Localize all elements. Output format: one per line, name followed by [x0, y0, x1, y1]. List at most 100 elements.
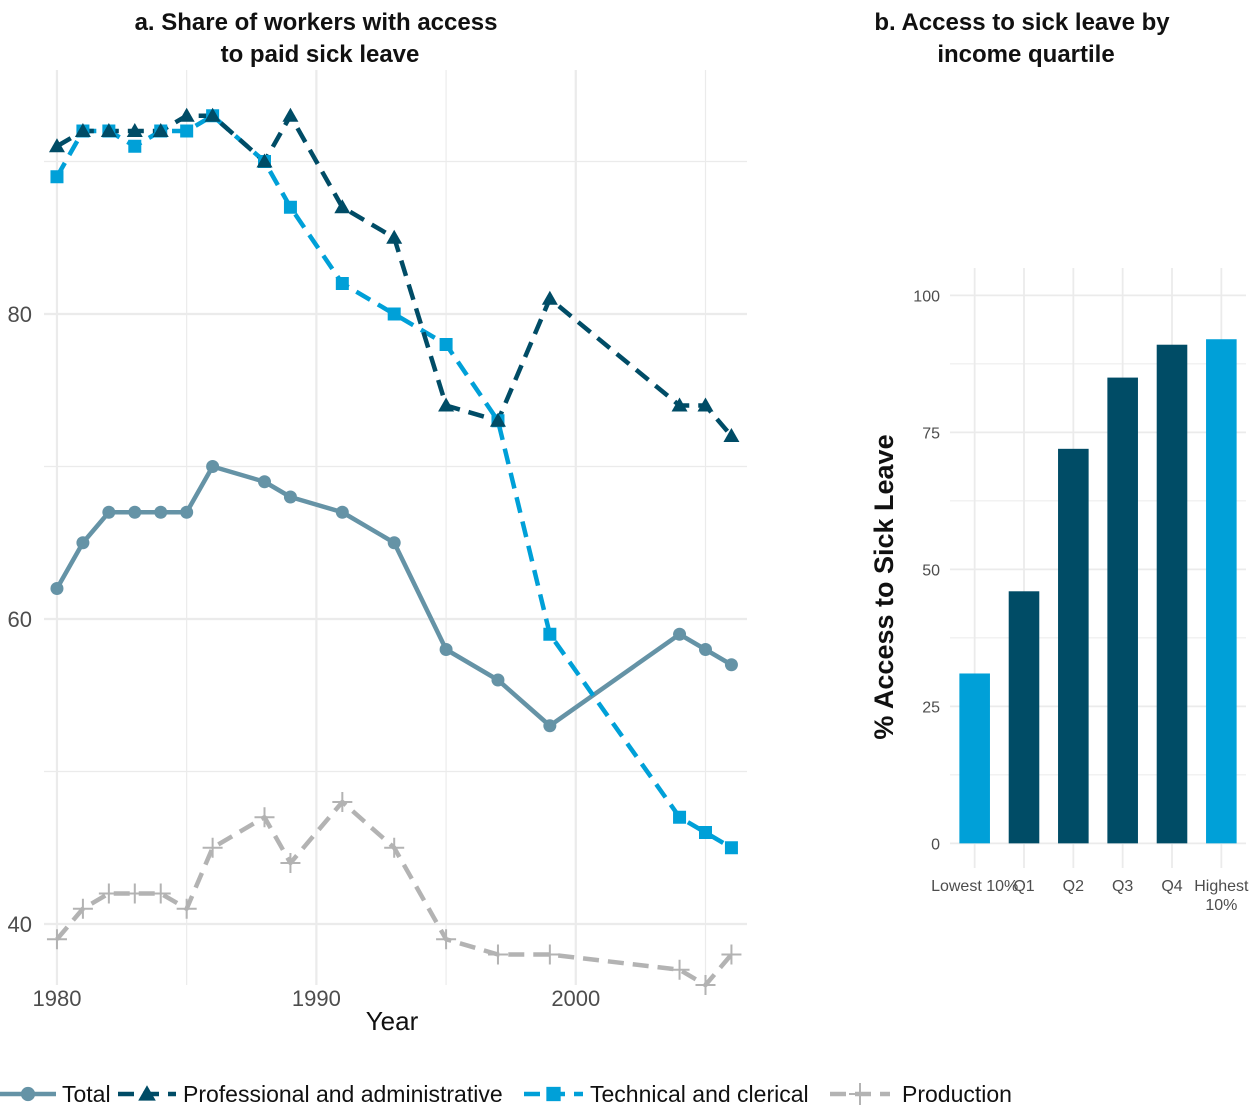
y-tick-label: 0 [931, 836, 940, 853]
data-point-total [698, 643, 712, 656]
legend-key-marker-technical [546, 1086, 561, 1102]
data-point-production [124, 883, 145, 904]
data-point-professional [723, 428, 740, 442]
data-point-professional [126, 123, 143, 137]
series-line-total [55, 464, 733, 728]
data-point-total [543, 719, 557, 733]
bar [1058, 448, 1089, 844]
data-point-technical [439, 338, 453, 351]
data-point-production [695, 975, 716, 995]
x-tick-label: Highest 10% [1194, 878, 1249, 914]
panel-b-y-axis-title: % Access to Sick Leave [869, 434, 899, 739]
x-tick-label-line: Q4 [1161, 878, 1182, 895]
series-line-technical [55, 113, 733, 850]
panel-b-title-line-2: income quartile [937, 41, 1114, 68]
data-point-professional [256, 153, 273, 168]
legend-item-total: Total [0, 1081, 111, 1107]
data-point-total [335, 505, 349, 519]
data-point-professional [152, 123, 169, 137]
y-tick-label: 50 [922, 562, 940, 579]
x-tick-label: Q1 [1013, 878, 1034, 895]
panel-a-title-line-2: to paid sick leave [221, 41, 420, 68]
panel-a-tick-labels: 1980 1990 2000 40 60 80 [8, 302, 601, 1011]
data-point-production [176, 898, 197, 919]
data-point-professional [438, 397, 455, 412]
data-point-technical [283, 200, 297, 214]
series-markers-production [46, 792, 742, 995]
legend-key-marker-total [20, 1086, 36, 1102]
panel-b-bars [959, 339, 1237, 844]
data-point-technical [180, 124, 194, 138]
legend-item-production: Production [830, 1081, 1012, 1107]
x-tick-label: 2000 [551, 986, 600, 1011]
data-point-professional [178, 107, 195, 122]
bar [1008, 591, 1040, 844]
data-point-technical [128, 139, 142, 153]
series-markers-professional [48, 107, 740, 442]
data-point-professional [697, 397, 714, 412]
data-point-production [98, 883, 119, 904]
data-point-total [50, 582, 64, 595]
data-point-production [669, 959, 690, 980]
data-point-professional [541, 290, 558, 305]
data-point-production [46, 929, 67, 950]
x-tick-label: 1990 [292, 986, 341, 1011]
data-point-professional [671, 397, 688, 412]
data-point-technical [50, 170, 64, 184]
panel-b-title-line-1: b. Access to sick leave by [874, 9, 1170, 36]
y-tick-label: 100 [913, 288, 940, 305]
data-point-technical [387, 307, 401, 321]
y-tick-label: 40 [8, 912, 32, 937]
panel-b-bar-chart: 0 25 50 75 100 Lowest 10%Q1 Q2 Q3 Q4 Highest 10% b… [869, 9, 1249, 914]
legend-label-technical: Technical and clerical [590, 1081, 809, 1107]
data-point-production [254, 807, 275, 828]
y-tick-label: 75 [922, 425, 940, 442]
bar [1156, 344, 1188, 844]
data-point-total [673, 627, 687, 641]
x-tick-label-line: Q1 [1013, 878, 1034, 895]
data-point-technical [335, 277, 349, 290]
data-point-production [721, 944, 742, 965]
legend-key-marker-production [849, 1083, 871, 1105]
y-tick-label: 80 [8, 302, 32, 327]
data-point-total [387, 536, 401, 550]
data-point-production [280, 853, 301, 873]
data-point-total [206, 460, 220, 473]
series-line-professional [55, 113, 734, 438]
data-point-total [724, 658, 738, 672]
data-point-production [384, 837, 405, 858]
x-tick-label-line: 10% [1205, 897, 1237, 914]
legend-label-professional: Professional and administrative [183, 1081, 503, 1107]
data-point-total [180, 505, 194, 519]
legend-label-production: Production [902, 1081, 1012, 1107]
data-point-technical [698, 826, 712, 839]
data-point-professional [204, 107, 221, 122]
data-point-technical [673, 810, 687, 824]
x-tick-label: Q4 [1161, 878, 1182, 895]
x-tick-label: Q3 [1112, 878, 1133, 895]
data-point-professional [74, 123, 91, 137]
data-point-technical [543, 627, 557, 641]
y-tick-label: 60 [8, 607, 32, 632]
data-point-production [487, 944, 508, 965]
data-point-production [202, 837, 223, 858]
data-point-production [150, 883, 171, 904]
bar [1206, 339, 1237, 844]
data-point-professional [48, 138, 65, 153]
x-tick-label-line: Highest [1194, 878, 1249, 895]
x-tick-label-line: Lowest 10% [931, 878, 1018, 895]
x-tick-label-line: Q2 [1063, 878, 1084, 895]
data-point-professional [386, 229, 403, 244]
data-point-production [539, 944, 560, 965]
data-point-total [128, 505, 142, 519]
panel-b-tick-labels: 0 25 50 75 100 Lowest 10%Q1 Q2 Q3 Q4 Highest 10% [913, 288, 1249, 914]
panel-a-title-line-1: a. Share of workers with access [135, 9, 498, 36]
legend: Total Professional and administrative Tech… [0, 1081, 1012, 1107]
data-point-production [332, 792, 353, 812]
panel-a-series-markers [46, 107, 742, 995]
legend-label-total: Total [62, 1081, 111, 1107]
y-tick-label: 25 [922, 699, 940, 716]
series-markers-technical [50, 109, 738, 855]
panel-a-line-chart: 1980 1990 2000 40 60 80 a. Share of workers w… [8, 9, 747, 1036]
